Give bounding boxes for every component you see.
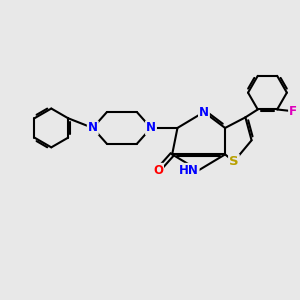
Text: HN: HN xyxy=(179,164,199,177)
Text: S: S xyxy=(229,155,239,168)
Text: F: F xyxy=(289,105,297,118)
Text: N: N xyxy=(88,122,98,134)
Text: O: O xyxy=(153,164,163,177)
Text: N: N xyxy=(199,106,209,118)
Text: N: N xyxy=(146,122,156,134)
